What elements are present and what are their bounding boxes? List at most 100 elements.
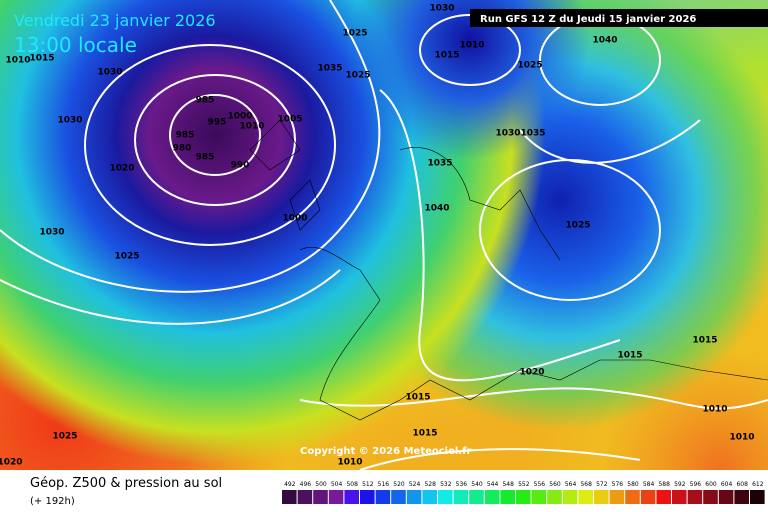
run-box — [470, 9, 768, 27]
legend-label: 560 — [549, 481, 561, 488]
legend-swatch — [406, 490, 422, 504]
legend-label: 564 — [565, 481, 577, 488]
isobar-label: 1020 — [0, 458, 23, 468]
legend-label: 520 — [393, 481, 405, 488]
isobar-label: 1030 — [57, 116, 82, 126]
isobar-label: 1025 — [565, 221, 590, 231]
legend-label: 496 — [300, 481, 312, 488]
isobar-label: 1030 — [429, 4, 454, 14]
run-info: Run GFS 12 Z du Jeudi 15 janvier 2026 — [480, 14, 696, 25]
isobar-label: 1010 — [729, 433, 754, 443]
isobar-label: 1025 — [52, 432, 77, 442]
isobar-label: 1015 — [29, 54, 54, 64]
isobar-label: 1015 — [617, 351, 642, 361]
coastlines — [249, 119, 768, 421]
legend-swatch — [656, 490, 671, 504]
legend-swatch — [375, 490, 391, 504]
isobar-label: 995 — [208, 118, 227, 128]
isobar-label: 1010 — [5, 56, 30, 66]
legend-swatch — [484, 490, 500, 504]
isobar-label: 1010 — [702, 405, 727, 415]
legend-swatch — [438, 490, 453, 504]
isobar-label: 1025 — [345, 71, 370, 81]
legend-label: 512 — [362, 481, 374, 488]
isobar-label: 985 — [176, 131, 195, 141]
legend-swatch — [562, 490, 578, 504]
legend-label: 576 — [612, 481, 624, 488]
isobar-label: 1000 — [227, 112, 252, 122]
date: Vendredi 23 janvier 2026 — [14, 11, 216, 30]
legend-label: 556 — [534, 481, 546, 488]
isobar-label: 980 — [173, 144, 192, 154]
legend-swatch — [594, 490, 609, 504]
isobar-label: 1025 — [517, 61, 542, 71]
isobar-label: 1015 — [405, 393, 430, 403]
isobar-label: 1025 — [114, 252, 139, 262]
legend-swatch — [672, 490, 687, 504]
isobar-label: 1040 — [424, 204, 449, 214]
isobar-label: 1010 — [459, 41, 484, 51]
isobar-label: 1040 — [592, 36, 617, 46]
isobar-label: 1015 — [412, 429, 437, 439]
legend-label: 528 — [424, 481, 436, 488]
isobar-label: 1005 — [277, 115, 302, 125]
legend-label: 600 — [705, 481, 717, 488]
isobar-label: 1030 — [97, 68, 122, 78]
footer-lead: (+ 192h) — [30, 496, 75, 507]
legend-swatch — [282, 490, 297, 504]
legend-swatch — [734, 490, 749, 504]
legend-swatch — [516, 490, 531, 504]
isobar-label: 1010 — [239, 122, 264, 132]
legend-label: 596 — [690, 481, 702, 488]
legend-swatch — [578, 490, 593, 504]
legend-label: 548 — [502, 481, 514, 488]
legend-label: 592 — [674, 481, 686, 488]
legend-swatch — [422, 490, 437, 504]
legend-label: 504 — [331, 481, 343, 488]
footer-title: Géop. Z500 & pression au sol — [30, 476, 222, 491]
isobar-label: 1010 — [337, 458, 362, 468]
isobar-label: 1015 — [434, 51, 459, 61]
isobar-label: 1020 — [109, 164, 134, 174]
legend-label: 500 — [315, 481, 327, 488]
local-time: 13:00 locale — [14, 33, 137, 57]
legend-label: 584 — [643, 481, 655, 488]
legend-swatch — [625, 490, 640, 504]
legend-swatch — [750, 490, 765, 504]
cold-field — [0, 0, 768, 470]
isobars — [0, 0, 768, 470]
legend-swatch — [531, 490, 547, 504]
legend-label: 516 — [378, 481, 390, 488]
legend-label: 536 — [456, 481, 468, 488]
legend-swatch — [328, 490, 344, 504]
legend-swatch — [453, 490, 469, 504]
isobar-label: 1035 — [520, 129, 545, 139]
legend-swatch — [344, 490, 359, 504]
isobar-label: 990 — [231, 161, 250, 171]
legend-swatch — [687, 490, 703, 504]
legend-label: 568 — [580, 481, 592, 488]
legend-label: 508 — [346, 481, 358, 488]
legend-swatch — [500, 490, 515, 504]
legend-label: 552 — [518, 481, 530, 488]
legend-swatch — [609, 490, 625, 504]
legend-swatch — [313, 490, 328, 504]
legend-label: 492 — [284, 481, 296, 488]
legend-label: 540 — [471, 481, 483, 488]
isobar-label: 985 — [196, 96, 215, 106]
legend-label: 588 — [658, 481, 670, 488]
copyright: Copyright © 2026 Meteociel.fr — [300, 446, 471, 457]
isobar-label: 1030 — [39, 228, 64, 238]
legend-label: 532 — [440, 481, 452, 488]
legend-swatch — [391, 490, 406, 504]
legend-swatch — [547, 490, 562, 504]
legend-label: 604 — [721, 481, 733, 488]
legend-label: 524 — [409, 481, 421, 488]
isobar-label: 1035 — [317, 64, 342, 74]
legend-label: 544 — [487, 481, 499, 488]
isobar-label: 1000 — [282, 214, 307, 224]
legend-swatch — [718, 490, 734, 504]
legend-label: 608 — [736, 481, 748, 488]
legend-swatch — [469, 490, 484, 504]
